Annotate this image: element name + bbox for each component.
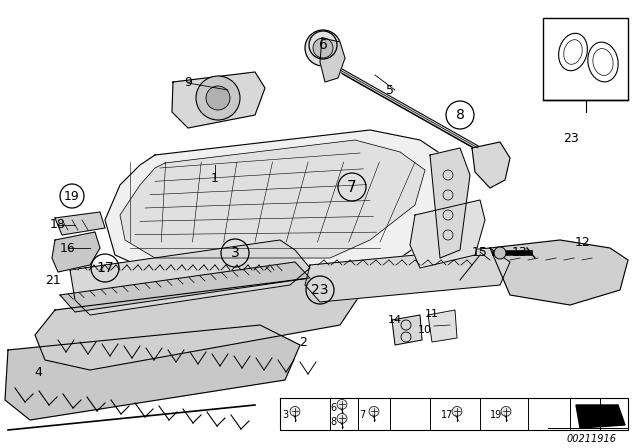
Circle shape <box>494 247 506 259</box>
Text: 1: 1 <box>211 172 219 185</box>
Polygon shape <box>490 240 628 305</box>
Text: 11: 11 <box>425 309 439 319</box>
Polygon shape <box>5 325 300 420</box>
Circle shape <box>337 400 347 409</box>
Text: 3: 3 <box>282 410 288 420</box>
Text: 14: 14 <box>388 315 402 325</box>
Circle shape <box>196 76 240 120</box>
Text: 15: 15 <box>472 246 488 258</box>
Circle shape <box>369 406 379 416</box>
Text: 17: 17 <box>441 410 453 420</box>
Text: 21: 21 <box>45 273 61 287</box>
Text: 19: 19 <box>64 190 80 202</box>
Polygon shape <box>428 310 457 342</box>
Text: 7: 7 <box>359 410 365 420</box>
Polygon shape <box>120 140 425 258</box>
Text: 5: 5 <box>386 83 394 96</box>
Polygon shape <box>472 142 510 188</box>
Polygon shape <box>60 262 310 312</box>
Circle shape <box>290 406 300 416</box>
Text: 16: 16 <box>60 241 76 254</box>
Circle shape <box>452 406 462 416</box>
Text: 12: 12 <box>575 236 591 249</box>
Polygon shape <box>52 232 100 272</box>
Text: 7: 7 <box>347 180 357 194</box>
Polygon shape <box>105 130 460 275</box>
Circle shape <box>337 414 347 423</box>
Polygon shape <box>576 405 625 428</box>
Circle shape <box>206 86 230 110</box>
Circle shape <box>501 406 511 416</box>
Text: 13: 13 <box>512 246 528 258</box>
Text: 19: 19 <box>490 410 502 420</box>
Polygon shape <box>70 240 310 315</box>
Text: 6: 6 <box>330 403 336 413</box>
Polygon shape <box>55 212 105 235</box>
Polygon shape <box>320 38 345 82</box>
Polygon shape <box>392 315 422 345</box>
Polygon shape <box>430 148 470 258</box>
Text: 3: 3 <box>230 246 239 260</box>
Text: 00211916: 00211916 <box>567 434 617 444</box>
Text: 23: 23 <box>311 283 329 297</box>
Text: 6: 6 <box>319 38 328 52</box>
Text: 2: 2 <box>299 336 307 349</box>
Text: 9: 9 <box>184 77 192 90</box>
Text: 17: 17 <box>96 261 114 275</box>
Text: 4: 4 <box>34 366 42 379</box>
Text: 10: 10 <box>418 325 432 335</box>
Text: 23: 23 <box>563 132 579 145</box>
Polygon shape <box>305 248 510 302</box>
Circle shape <box>305 30 341 66</box>
FancyBboxPatch shape <box>543 18 628 100</box>
Polygon shape <box>410 200 485 268</box>
Text: 8: 8 <box>330 417 336 427</box>
Polygon shape <box>172 72 265 128</box>
Polygon shape <box>35 278 360 370</box>
Text: 8: 8 <box>456 108 465 122</box>
Text: 18: 18 <box>50 219 66 232</box>
Circle shape <box>313 38 333 58</box>
